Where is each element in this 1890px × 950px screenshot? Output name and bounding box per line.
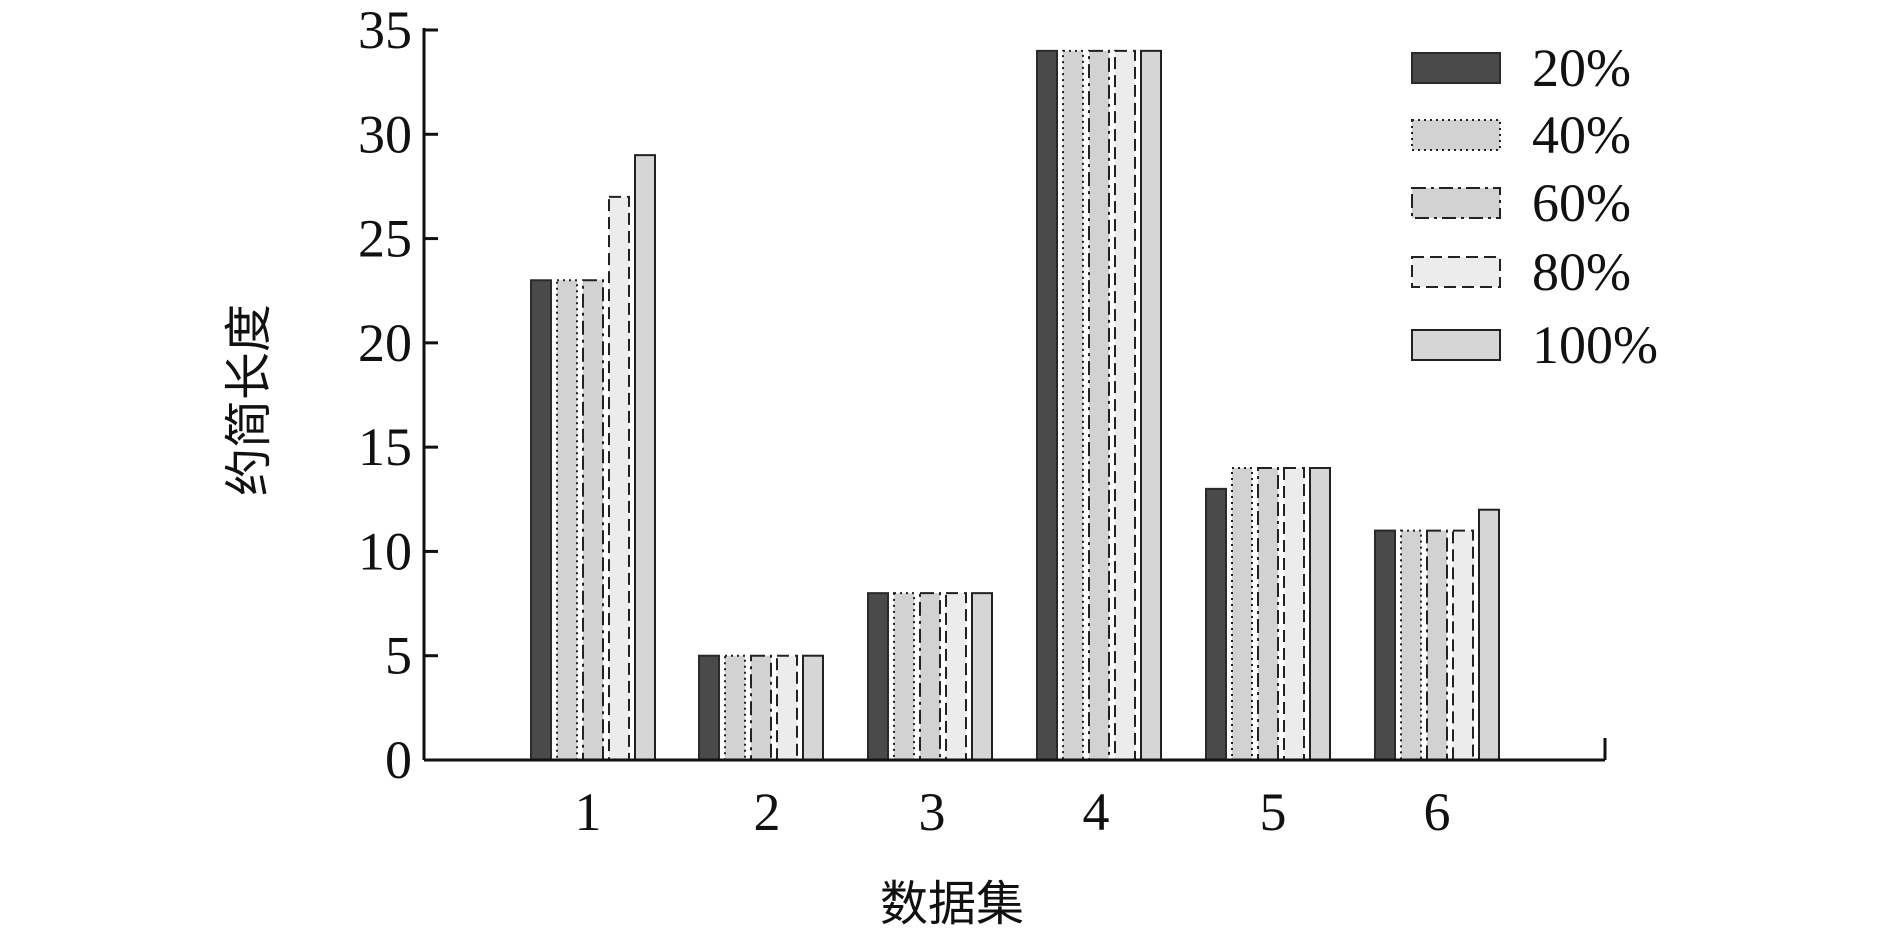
bar-100pct-cat-5 — [1309, 467, 1331, 761]
axes: 约简长度 数据集 0 5 10 15 20 25 30 35 1 2 3 4 5 6 — [223, 0, 1607, 931]
y-tick-label: 0 — [385, 730, 412, 790]
bar-80pct-cat-4 — [1114, 49, 1136, 762]
bar-20pct-cat-3 — [867, 592, 889, 762]
bar-20pct-cat-5 — [1205, 487, 1227, 761]
y-tick-label: 5 — [385, 626, 412, 686]
x-tick-label: 2 — [754, 782, 781, 842]
x-axis-title: 数据集 — [880, 878, 1024, 931]
bar-80pct-cat-6 — [1452, 529, 1474, 761]
legend-label: 60% — [1532, 173, 1631, 233]
bar-100pct-cat-2 — [802, 654, 824, 762]
bar-100pct-cat-3 — [971, 592, 993, 762]
y-tick-label: 30 — [358, 104, 412, 164]
bar-40pct-cat-1 — [556, 279, 578, 761]
bar-60pct-cat-1 — [582, 279, 604, 761]
bar-80pct-cat-3 — [945, 592, 967, 762]
legend: 20% 40% 60% 80% 100% — [1411, 38, 1658, 375]
x-tick-label: 4 — [1083, 782, 1110, 842]
x-tick-label: 5 — [1260, 782, 1287, 842]
legend-swatch-100pct — [1411, 329, 1501, 361]
bar-80pct-cat-5 — [1283, 467, 1305, 761]
legend-swatch-80pct — [1411, 256, 1501, 288]
bar-40pct-cat-5 — [1231, 467, 1253, 761]
bar-20pct-cat-6 — [1374, 529, 1396, 761]
bar-80pct-cat-2 — [776, 654, 798, 762]
bar-60pct-cat-4 — [1088, 49, 1110, 762]
y-tick-label: 15 — [358, 417, 412, 477]
legend-label: 100% — [1532, 315, 1658, 375]
bar-40pct-cat-6 — [1400, 529, 1422, 761]
legend-swatch-20pct — [1411, 52, 1501, 84]
bar-60pct-cat-6 — [1426, 529, 1448, 761]
bar-20pct-cat-1 — [530, 279, 552, 761]
y-tick-label: 20 — [358, 313, 412, 373]
bar-40pct-cat-4 — [1062, 49, 1084, 762]
legend-swatch-60pct — [1411, 187, 1501, 219]
y-tick-label: 25 — [358, 209, 412, 269]
bar-100pct-cat-1 — [634, 154, 656, 761]
x-tick-label: 3 — [919, 782, 946, 842]
bar-80pct-cat-1 — [608, 195, 630, 762]
bar-60pct-cat-2 — [750, 654, 772, 762]
bar-40pct-cat-3 — [893, 592, 915, 762]
bar-60pct-cat-5 — [1257, 467, 1279, 761]
y-tick-label: 10 — [358, 521, 412, 581]
bar-60pct-cat-3 — [919, 592, 941, 762]
bar-20pct-cat-4 — [1036, 49, 1058, 762]
legend-label: 80% — [1532, 242, 1631, 302]
bar-100pct-cat-4 — [1140, 49, 1162, 762]
plot-area — [530, 49, 1500, 762]
y-tick-label: 35 — [358, 0, 412, 60]
legend-label: 40% — [1532, 105, 1631, 165]
legend-swatch-40pct — [1411, 119, 1501, 151]
bar-40pct-cat-2 — [724, 654, 746, 762]
legend-label: 20% — [1532, 38, 1631, 98]
y-axis-title: 约简长度 — [223, 304, 276, 496]
x-tick-label: 1 — [575, 782, 602, 842]
x-tick-label: 6 — [1424, 782, 1451, 842]
bar-20pct-cat-2 — [698, 654, 720, 762]
bar-100pct-cat-6 — [1478, 508, 1500, 762]
